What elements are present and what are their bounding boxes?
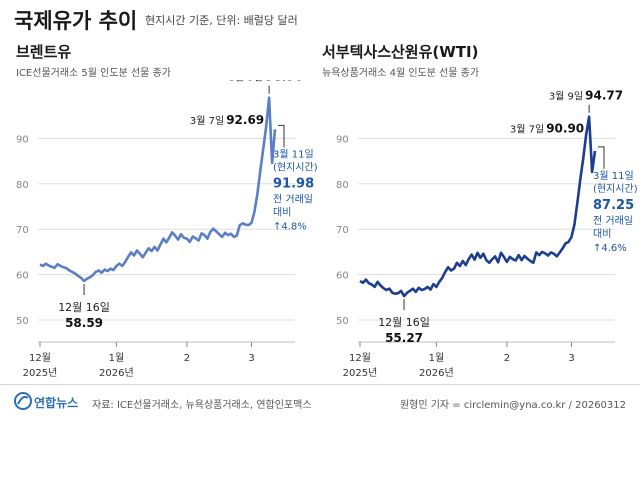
brent-line-chart: 50 60 70 80 90 12월 2025년 1월 2026년 2 3 12월 16일 58.59 3… bbox=[16, 80, 318, 379]
x-tick-year-label: 2025년 bbox=[343, 367, 378, 379]
latest-note2-label: 대비 bbox=[593, 228, 611, 240]
y-tick-label: 70 bbox=[336, 225, 349, 236]
latest-value-label: 87.25 bbox=[593, 198, 634, 213]
peak-date-label: 3월 9일 bbox=[229, 80, 263, 84]
source-note: 자료: ICE선물거래소, 뉴욕상품거래소, 연합인포맥스 bbox=[92, 400, 312, 411]
x-tick-label: 3 bbox=[568, 353, 574, 364]
footer-divider bbox=[0, 384, 640, 385]
peak-value-label: 98.96 bbox=[265, 80, 303, 84]
wti-chart-subtitle: 뉴욕상품거래소 4월 인도분 선물 종가 bbox=[322, 68, 480, 79]
yonhap-logo-text: 연합뉴스 bbox=[34, 396, 79, 410]
low-value-label: 58.59 bbox=[65, 316, 103, 330]
x-tick-year-label: 2025년 bbox=[23, 367, 58, 379]
price-series-line bbox=[39, 96, 277, 283]
credit-note: 원형민 기자 = circlemin@yna.co.kr / 20260312 bbox=[399, 400, 626, 411]
latest-note2-label: 대비 bbox=[273, 206, 291, 218]
latest-change-label: ↑4.6% bbox=[593, 243, 627, 254]
page-subtitle: 현지시간 기준, 단위: 배럴당 달러 bbox=[145, 14, 298, 27]
latest-change-label: ↑4.8% bbox=[273, 221, 307, 232]
x-tick-label: 2 bbox=[184, 353, 190, 364]
y-tick-label: 80 bbox=[336, 180, 349, 191]
latest-value-label: 91.98 bbox=[273, 176, 314, 191]
wti-line-chart: 50 60 70 80 90 12월 2025년 1월 2026년 2 3 12월 16일 55.27 3… bbox=[336, 89, 638, 379]
x-tick-label: 3 bbox=[248, 353, 254, 364]
latest-note-label: 전 거래일 bbox=[593, 215, 633, 227]
x-tick-label: 12월 bbox=[349, 352, 371, 364]
y-tick-label: 90 bbox=[16, 134, 29, 145]
latest-local-time-label: (현지시간) bbox=[273, 161, 318, 173]
x-tick-label: 12월 bbox=[29, 352, 51, 364]
latest-date-label: 3월 11일 bbox=[593, 170, 634, 182]
brent-chart-subtitle: ICE선물거래소 5월 인도분 선물 종가 bbox=[16, 68, 171, 79]
peak-value-label: 94.77 bbox=[585, 89, 623, 103]
brent-chart-title: 브렌트유 bbox=[16, 43, 72, 61]
latest-pointer-line bbox=[278, 124, 285, 148]
latest-note-label: 전 거래일 bbox=[273, 193, 313, 205]
y-tick-label: 70 bbox=[16, 225, 29, 236]
x-tick-label: 1월 bbox=[109, 352, 125, 364]
low-date-label: 12월 16일 bbox=[58, 300, 110, 314]
y-tick-label: 80 bbox=[16, 180, 29, 191]
yonhap-logo-icon bbox=[14, 392, 32, 410]
low-date-label: 12월 16일 bbox=[378, 315, 430, 329]
latest-local-time-label: (현지시간) bbox=[593, 183, 638, 195]
mar7-date-label: 3월 7일 bbox=[510, 123, 544, 135]
x-tick-label: 1월 bbox=[429, 352, 445, 364]
y-tick-label: 60 bbox=[336, 271, 349, 282]
y-tick-label: 60 bbox=[16, 271, 29, 282]
x-tick-label: 2 bbox=[504, 353, 510, 364]
low-value-label: 55.27 bbox=[385, 331, 423, 345]
x-tick-year-label: 2026년 bbox=[99, 367, 134, 379]
wti-chart-title: 서부텍사스산원유(WTI) bbox=[322, 43, 479, 61]
y-tick-label: 50 bbox=[336, 316, 349, 327]
latest-date-label: 3월 11일 bbox=[273, 148, 314, 160]
peak-date-label: 3월 9일 bbox=[549, 91, 583, 103]
mar7-value-label: 92.69 bbox=[226, 113, 264, 127]
mar7-value-label: 90.90 bbox=[546, 121, 584, 135]
latest-pointer-line bbox=[598, 146, 605, 169]
y-tick-label: 90 bbox=[336, 134, 349, 145]
price-series-line bbox=[359, 115, 597, 298]
y-tick-label: 50 bbox=[16, 316, 29, 327]
mar7-date-label: 3월 7일 bbox=[190, 115, 224, 127]
page-title: 국제유가 추이 bbox=[14, 9, 138, 33]
x-tick-year-label: 2026년 bbox=[419, 367, 454, 379]
